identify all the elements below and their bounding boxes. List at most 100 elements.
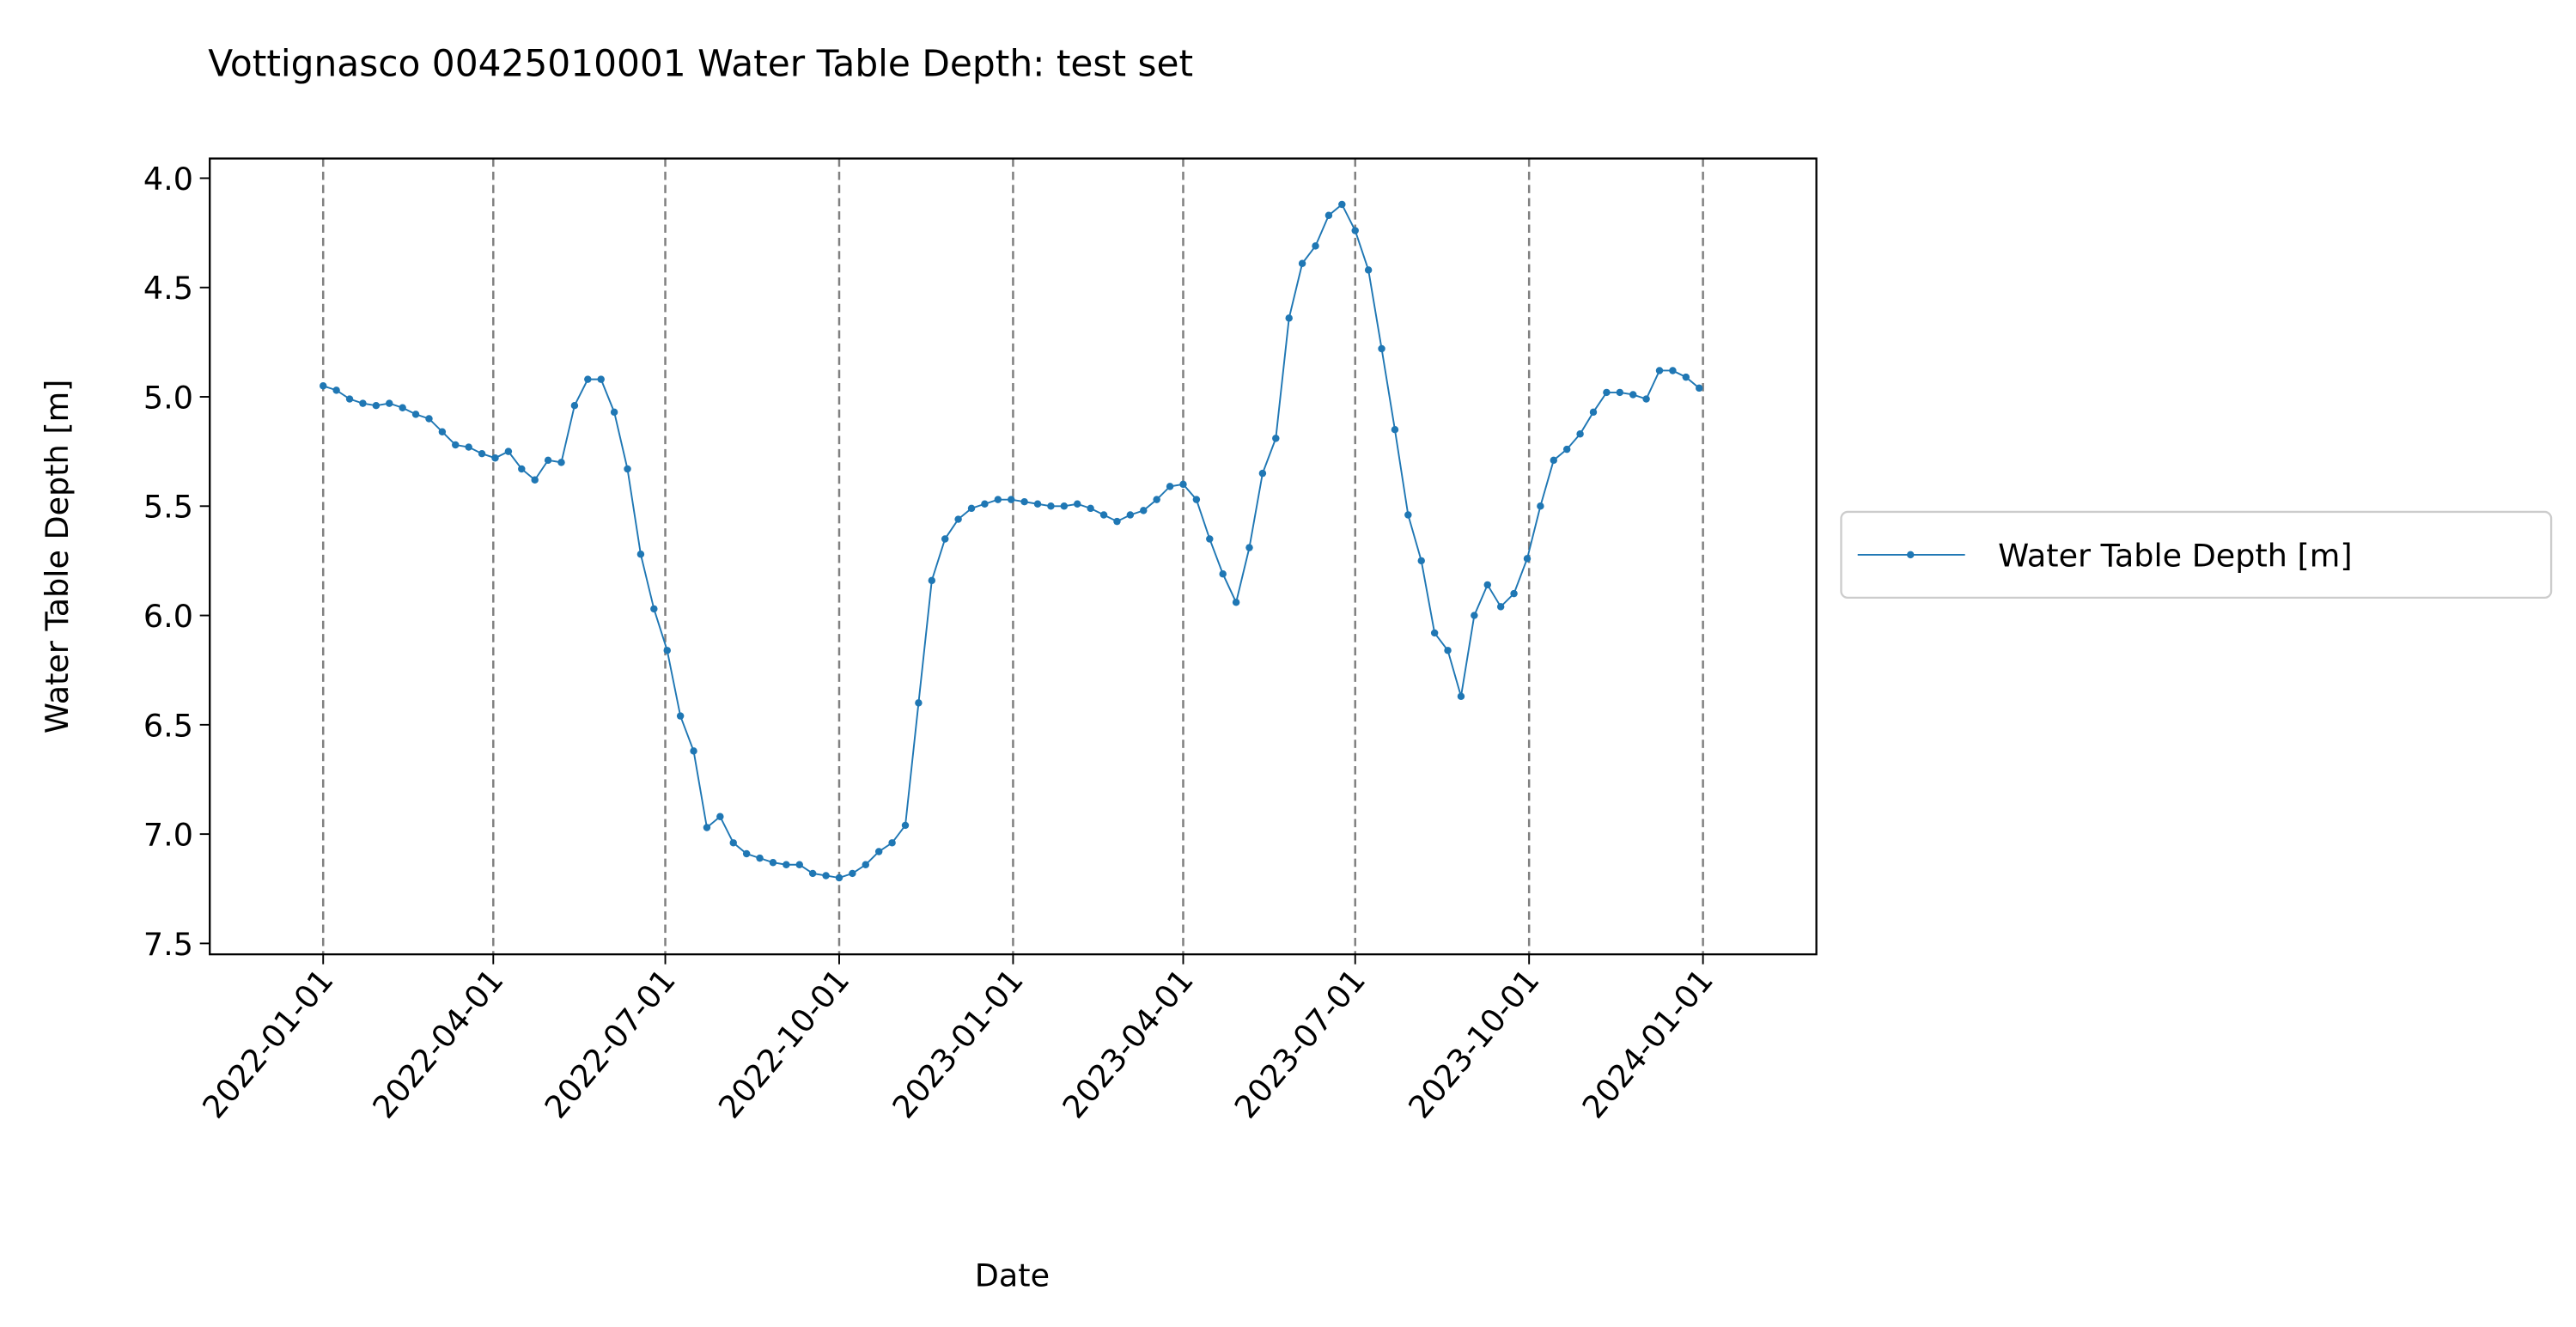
data-point xyxy=(1457,692,1465,700)
data-point xyxy=(888,839,896,847)
data-point xyxy=(1562,445,1571,453)
data-point xyxy=(994,496,1002,503)
data-point xyxy=(1047,502,1055,510)
y-axis-label: Water Table Depth [m] xyxy=(39,380,76,734)
data-point xyxy=(425,415,433,423)
data-point xyxy=(1496,603,1505,611)
data-point xyxy=(1417,557,1425,565)
y-tick-label: 7.0 xyxy=(143,817,193,854)
legend-box xyxy=(1840,510,2553,600)
data-point xyxy=(1245,544,1253,551)
data-point xyxy=(1007,496,1015,503)
data-point xyxy=(624,465,631,473)
data-point xyxy=(729,839,737,847)
data-point xyxy=(1695,384,1703,393)
data-point xyxy=(663,647,671,654)
data-point xyxy=(1325,211,1333,219)
data-point xyxy=(1312,242,1319,250)
y-tick-label: 5.0 xyxy=(143,379,193,416)
legend-label: Water Table Depth [m] xyxy=(1998,537,2352,574)
data-point xyxy=(1099,511,1108,519)
data-point xyxy=(557,459,565,466)
data-point xyxy=(531,476,539,484)
x-tick-label: 2022-01-01 xyxy=(195,962,340,1125)
data-point xyxy=(438,428,447,435)
data-point xyxy=(1378,344,1385,353)
data-point xyxy=(1113,517,1121,526)
data-point xyxy=(1523,555,1532,563)
data-point xyxy=(372,401,381,410)
x-axis-label: Date xyxy=(975,1257,1050,1294)
x-tick-label: 2022-07-01 xyxy=(538,962,683,1125)
data-point xyxy=(345,395,354,403)
data-point xyxy=(610,408,618,417)
data-point xyxy=(1589,408,1598,417)
legend-marker xyxy=(1907,551,1915,559)
data-point xyxy=(835,874,843,882)
data-point xyxy=(1444,647,1452,654)
data-point xyxy=(1179,480,1187,489)
x-tick-label: 2023-04-01 xyxy=(1055,962,1200,1125)
data-point xyxy=(1087,504,1094,513)
data-point xyxy=(359,399,367,407)
data-point xyxy=(332,387,340,394)
data-point xyxy=(1669,367,1677,374)
data-point xyxy=(584,375,592,383)
data-point xyxy=(1140,507,1148,514)
data-point xyxy=(1682,373,1690,381)
data-point xyxy=(1616,388,1624,397)
data-point xyxy=(1153,496,1160,503)
data-point xyxy=(518,465,526,473)
data-point xyxy=(795,861,803,868)
y-tick-label: 6.5 xyxy=(143,707,193,744)
data-point xyxy=(1020,497,1028,506)
chart-title: Vottignasco 00425010001 Water Table Dept… xyxy=(208,42,1193,84)
data-point xyxy=(491,454,499,462)
data-point xyxy=(1430,629,1439,637)
data-point xyxy=(954,515,962,523)
x-tick-label: 2023-01-01 xyxy=(885,962,1030,1125)
data-point xyxy=(1338,200,1346,209)
y-tick-label: 7.5 xyxy=(143,926,193,963)
data-point xyxy=(928,576,936,585)
data-point xyxy=(1060,502,1069,510)
data-point xyxy=(1576,430,1584,438)
data-point xyxy=(862,861,870,868)
data-point xyxy=(676,712,685,720)
x-tick-label: 2022-04-01 xyxy=(365,962,510,1125)
data-point xyxy=(703,824,711,831)
data-point xyxy=(411,411,420,418)
data-point xyxy=(756,854,764,862)
data-point xyxy=(1483,581,1491,589)
data-point xyxy=(783,861,790,868)
data-point xyxy=(465,443,472,451)
data-point xyxy=(399,404,406,411)
data-point xyxy=(1074,500,1081,508)
data-point xyxy=(650,605,658,613)
data-point xyxy=(915,699,923,707)
data-point xyxy=(504,447,513,455)
data-point xyxy=(1219,569,1227,578)
data-point xyxy=(1642,395,1650,403)
data-point xyxy=(1126,511,1135,519)
data-line xyxy=(322,203,1700,880)
x-tick-label: 2024-01-01 xyxy=(1575,962,1720,1125)
data-point xyxy=(478,449,486,458)
y-tick-label: 4.5 xyxy=(143,270,193,307)
data-point xyxy=(1404,511,1412,519)
y-tick-label: 4.0 xyxy=(143,161,193,198)
data-point xyxy=(1192,496,1201,503)
data-point xyxy=(1033,500,1042,508)
data-point xyxy=(1471,612,1478,619)
data-point xyxy=(1510,589,1518,598)
x-tick-label: 2023-10-01 xyxy=(1401,962,1546,1125)
x-tick-label: 2023-07-01 xyxy=(1227,962,1373,1125)
y-tick-label: 5.5 xyxy=(143,489,193,526)
data-point xyxy=(1232,599,1240,606)
data-point xyxy=(597,375,605,383)
y-tick-label: 6.0 xyxy=(143,598,193,635)
data-point xyxy=(716,813,724,820)
data-point xyxy=(544,456,552,465)
data-point xyxy=(1603,388,1611,397)
data-point xyxy=(570,401,579,410)
